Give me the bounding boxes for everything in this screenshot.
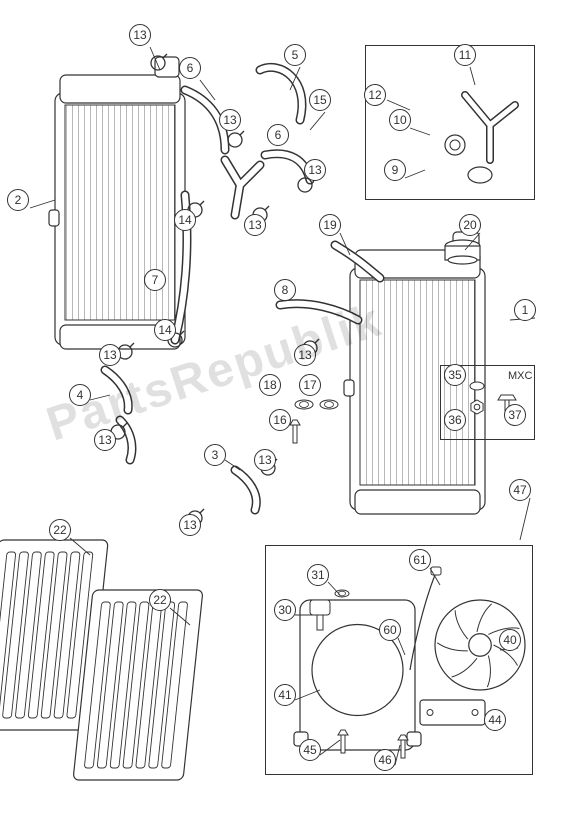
callout-36: 36 xyxy=(444,409,466,431)
callout-13: 13 xyxy=(244,214,266,236)
callout-45: 45 xyxy=(299,739,321,761)
callout-13: 13 xyxy=(129,24,151,46)
callout-44: 44 xyxy=(484,709,506,731)
callout-14: 14 xyxy=(174,209,196,231)
callout-37: 37 xyxy=(504,404,526,426)
callout-30: 30 xyxy=(274,599,296,621)
callout-16: 16 xyxy=(269,409,291,431)
callout-41: 41 xyxy=(274,684,296,706)
callout-22: 22 xyxy=(49,519,71,541)
callout-4: 4 xyxy=(69,384,91,406)
callout-31: 31 xyxy=(307,564,329,586)
callout-2: 2 xyxy=(7,189,29,211)
callout-10: 10 xyxy=(389,109,411,131)
callout-13: 13 xyxy=(179,514,201,536)
callout-3: 3 xyxy=(204,444,226,466)
callout-6: 6 xyxy=(267,124,289,146)
callout-7: 7 xyxy=(144,269,166,291)
callout-19: 19 xyxy=(319,214,341,236)
callout-9: 9 xyxy=(384,159,406,181)
callout-46: 46 xyxy=(374,749,396,771)
callout-13: 13 xyxy=(304,159,326,181)
callout-13: 13 xyxy=(254,449,276,471)
callout-15: 15 xyxy=(309,89,331,111)
callout-13: 13 xyxy=(94,429,116,451)
callout-13: 13 xyxy=(99,344,121,366)
callout-14: 14 xyxy=(154,319,176,341)
callout-17: 17 xyxy=(299,374,321,396)
callout-11: 11 xyxy=(454,44,476,66)
callout-47: 47 xyxy=(509,479,531,501)
callout-13: 13 xyxy=(219,109,241,131)
callout-60: 60 xyxy=(379,619,401,641)
callout-35: 35 xyxy=(444,364,466,386)
callout-1: 1 xyxy=(514,299,536,321)
callout-12: 12 xyxy=(364,84,386,106)
group-box-label: MXC xyxy=(508,370,532,382)
parts-diagram: MXC 136515111210913613214131920781141313… xyxy=(0,0,561,820)
callout-40: 40 xyxy=(499,629,521,651)
callout-13: 13 xyxy=(294,344,316,366)
callout-6: 6 xyxy=(179,57,201,79)
callout-61: 61 xyxy=(409,549,431,571)
callout-18: 18 xyxy=(259,374,281,396)
callout-20: 20 xyxy=(459,214,481,236)
callout-22: 22 xyxy=(149,589,171,611)
callout-5: 5 xyxy=(284,44,306,66)
callout-8: 8 xyxy=(274,279,296,301)
